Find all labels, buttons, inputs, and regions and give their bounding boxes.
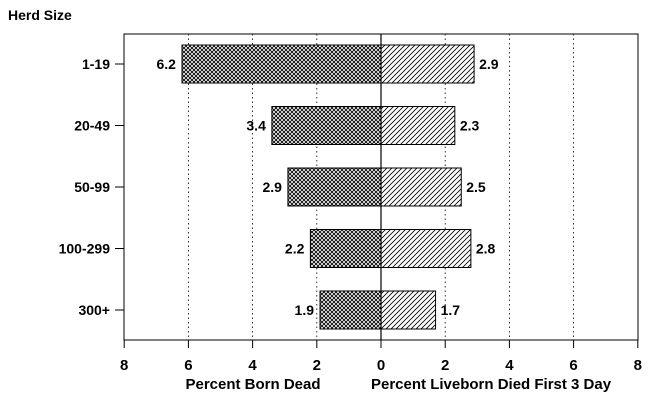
bar-died-first-3-days bbox=[380, 290, 437, 330]
category-labels: 1-19 20-49 50-99 100-299 300+ bbox=[59, 56, 124, 318]
data-label-born-dead: 6.2 bbox=[157, 56, 177, 72]
category-label: 300+ bbox=[78, 302, 110, 318]
x-tick-label: 2 bbox=[441, 357, 449, 374]
category-label: 50-99 bbox=[74, 179, 110, 195]
x-axis-title-right: Percent Liveborn Died First 3 Day bbox=[371, 376, 612, 393]
category-label: 1-19 bbox=[82, 56, 110, 72]
bar-died-first-3-days bbox=[380, 106, 456, 145]
category-label: 20-49 bbox=[74, 118, 110, 134]
y-axis-title: Herd Size bbox=[8, 7, 72, 23]
bar-died-first-3-days bbox=[380, 229, 472, 268]
x-tick-label: 4 bbox=[248, 357, 257, 374]
bar-died-first-3-days bbox=[380, 44, 475, 84]
data-label-born-dead: 2.9 bbox=[262, 179, 282, 195]
x-tick-label: 8 bbox=[634, 357, 642, 374]
bar-born-dead bbox=[271, 106, 382, 145]
bar-died-first-3-days bbox=[380, 167, 462, 207]
data-label-died-first-3-days: 2.3 bbox=[460, 118, 480, 134]
bar-born-dead bbox=[309, 229, 382, 268]
x-tick-label: 4 bbox=[505, 357, 514, 374]
x-tick-label: 2 bbox=[313, 357, 321, 374]
x-tick-label: 6 bbox=[569, 357, 577, 374]
data-label-died-first-3-days: 2.5 bbox=[466, 179, 486, 195]
data-label-died-first-3-days: 2.8 bbox=[476, 241, 496, 257]
x-tick-label: 8 bbox=[120, 357, 128, 374]
x-axis-title-left: Percent Born Dead bbox=[185, 376, 320, 393]
bar-born-dead bbox=[181, 44, 382, 84]
data-label-born-dead: 1.9 bbox=[295, 302, 315, 318]
data-label-born-dead: 2.2 bbox=[285, 241, 305, 257]
bar-born-dead bbox=[319, 290, 382, 330]
x-tick-label: 6 bbox=[184, 357, 192, 374]
bar-born-dead bbox=[287, 167, 382, 207]
data-label-died-first-3-days: 2.9 bbox=[479, 56, 499, 72]
data-label-born-dead: 3.4 bbox=[246, 118, 266, 134]
data-label-died-first-3-days: 1.7 bbox=[441, 302, 461, 318]
x-tick-label: 0 bbox=[377, 357, 385, 374]
bars bbox=[181, 44, 475, 330]
x-tick-labels: 8 6 4 2 0 2 4 6 8 bbox=[120, 340, 642, 374]
data-labels: 6.2 2.9 3.4 2.3 2.9 2.5 2.2 2.8 1.9 1.7 bbox=[157, 56, 499, 318]
category-label: 100-299 bbox=[59, 241, 111, 257]
